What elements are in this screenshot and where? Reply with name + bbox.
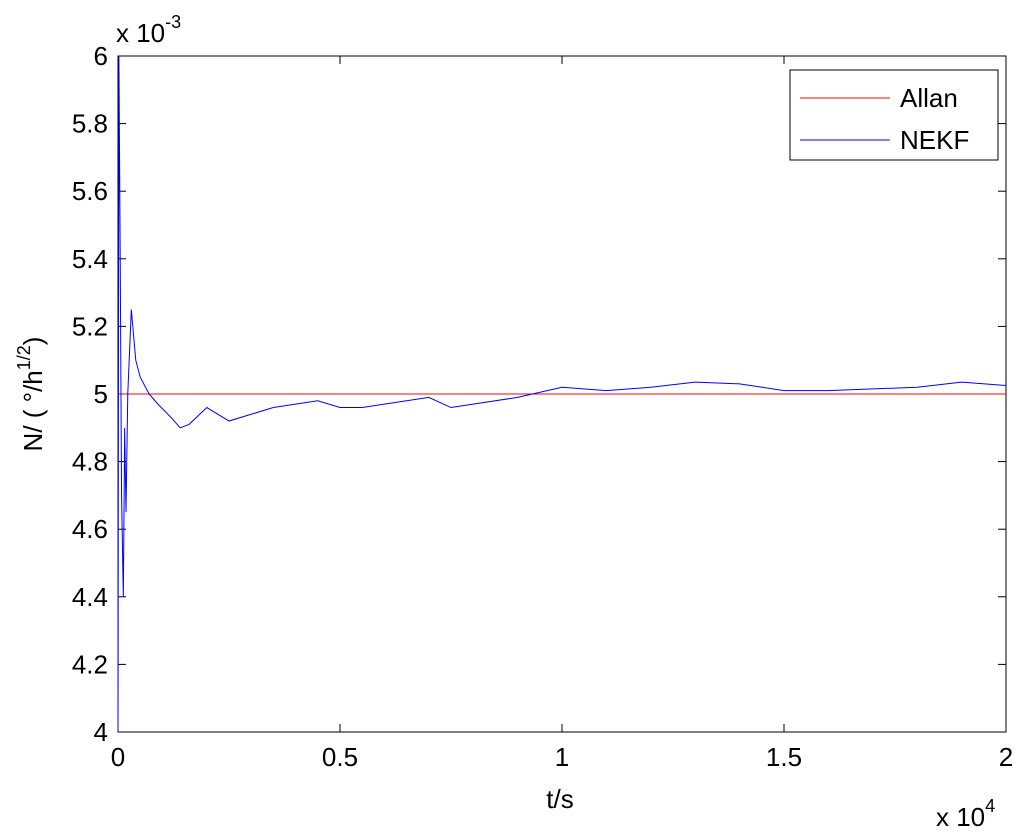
x-tick-label: 0.5: [322, 742, 358, 772]
x-tick-label: 1.5: [766, 742, 802, 772]
y-label-text: N/ ( °/h: [18, 370, 48, 451]
y-tick-label: 6: [94, 41, 108, 71]
y-axis-label: N/ ( °/h1/2): [14, 337, 48, 452]
y-tick-label: 5.6: [72, 176, 108, 206]
x-multiplier: x 104: [936, 796, 995, 832]
series-line: [117, 55, 1007, 733]
y-tick-label: 4.8: [72, 447, 108, 477]
legend-box: [789, 69, 999, 161]
y-tick-label: 5.2: [72, 311, 108, 341]
y-label-sup: 1/2: [14, 345, 34, 370]
y-tick-label: 4.6: [72, 514, 108, 544]
x-mult-base: x 10: [936, 802, 985, 832]
y-tick-label: 5: [94, 379, 108, 409]
x-tick-label: 0: [111, 742, 125, 772]
x-tick-label: 1: [555, 742, 569, 772]
legend-label: NEKF: [900, 125, 969, 155]
y-mult-base: x 10: [116, 18, 165, 48]
legend-label: Allan: [900, 83, 958, 113]
y-mult-exp: -3: [165, 12, 181, 32]
y-label-end: ): [18, 337, 48, 346]
x-mult-exp: 4: [985, 796, 995, 816]
y-tick-label: 4.2: [72, 649, 108, 679]
x-axis-label: t/s: [546, 784, 573, 814]
y-tick-label: 4.4: [72, 582, 108, 612]
y-tick-label: 5.8: [72, 109, 108, 139]
x-tick-label: 2: [999, 742, 1013, 772]
y-tick-label: 4: [94, 717, 108, 747]
y-tick-label: 5.4: [72, 244, 108, 274]
y-multiplier: x 10-3: [116, 12, 181, 48]
